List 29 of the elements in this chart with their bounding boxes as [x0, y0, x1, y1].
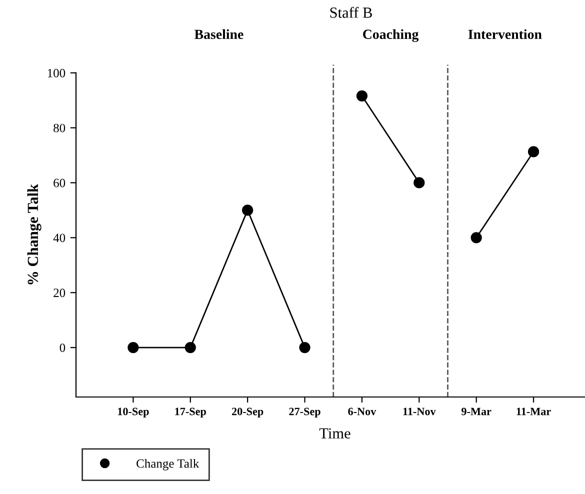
text: Coaching — [363, 29, 419, 42]
text: Intervention — [468, 29, 542, 40]
point — [242, 204, 254, 216]
y-tick-label: 80 — [54, 124, 66, 132]
y-tick-label: 40 — [53, 234, 66, 242]
x-tick-label: 10-Sep — [118, 408, 149, 418]
y-tick-label: 0 — [60, 344, 66, 352]
x-tick-label: 11-Mar — [516, 408, 551, 416]
text: Baseline — [194, 29, 244, 40]
point — [356, 90, 368, 102]
x-axis-title: Time — [319, 428, 350, 439]
y-axis-title: % Change Talk — [27, 184, 42, 284]
point — [299, 342, 310, 354]
x-tick-label: 27-Sep — [289, 408, 320, 418]
x-tick-label: 20-Sep — [232, 408, 264, 418]
point — [184, 342, 196, 354]
point — [528, 146, 540, 158]
y-tick-label: 100 — [48, 68, 66, 78]
x-tick-label: 11-Nov — [403, 408, 436, 416]
point — [128, 342, 139, 354]
point — [470, 232, 482, 244]
x-tick-label: 17-Sep — [175, 408, 206, 418]
y-tick-label: 20 — [54, 288, 66, 298]
x-tick-label: 9-Mar — [462, 408, 492, 416]
chart-title: Staff B — [330, 6, 372, 18]
y-tick-label: 60 — [54, 178, 66, 188]
point — [414, 177, 425, 188]
legend-label: Change Talk — [136, 458, 200, 470]
x-tick-label: 6-Nov — [348, 408, 376, 416]
